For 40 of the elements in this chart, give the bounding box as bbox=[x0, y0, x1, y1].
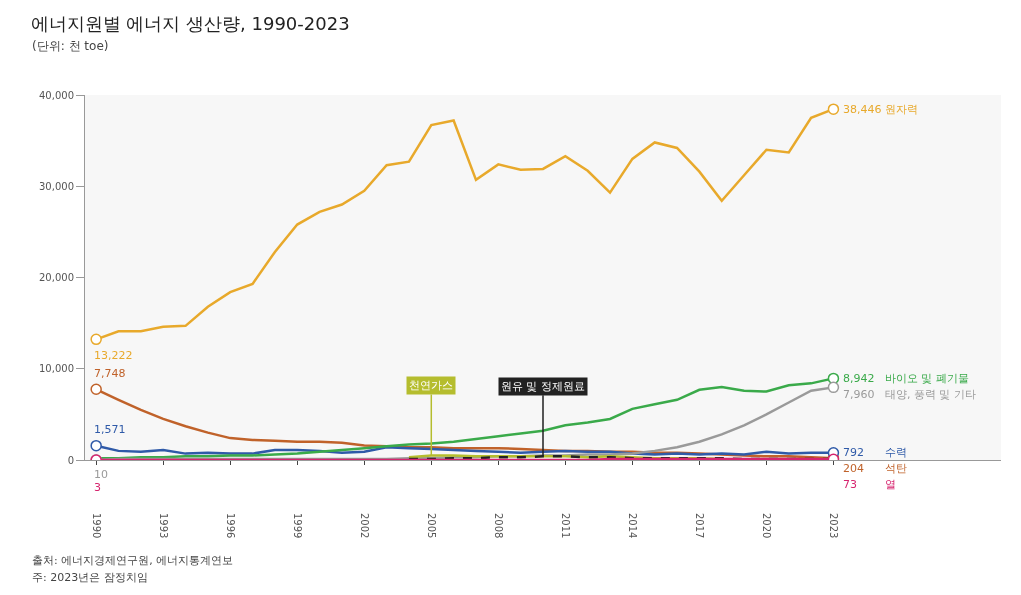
y-tick-label: 40,000 bbox=[39, 89, 74, 101]
x-tick-label: 1993 bbox=[157, 513, 169, 539]
data-label: 792 bbox=[843, 446, 864, 459]
source-note: 출처: 에너지경제연구원, 에너지통계연보 bbox=[32, 554, 234, 567]
data-label: 38,446 bbox=[843, 103, 882, 116]
x-tick-label: 1999 bbox=[291, 513, 303, 539]
x-tick-label: 2008 bbox=[493, 513, 505, 539]
data-label: 73 bbox=[843, 478, 857, 491]
text: 원자력 bbox=[885, 103, 918, 116]
text: 천연가스 bbox=[409, 379, 453, 392]
chart-subtitle: (단위: 천 toe) bbox=[32, 39, 109, 53]
text: 석탄 bbox=[885, 462, 907, 475]
data-label: 3 bbox=[94, 481, 101, 494]
data-label: 1,571 bbox=[94, 423, 126, 436]
text: 열 bbox=[885, 478, 896, 491]
data-label: 8,942 bbox=[843, 372, 875, 385]
y-tick-label: 10,000 bbox=[39, 363, 74, 375]
text: 태양, 풍력 및 기타 bbox=[885, 388, 976, 401]
data-label: 7,960 bbox=[843, 388, 875, 401]
text: 수력 bbox=[885, 446, 907, 459]
x-tick-label: 1996 bbox=[224, 513, 236, 539]
text: 바이오 및 폐기물 bbox=[885, 372, 969, 385]
chart-title: 에너지원별 에너지 생산량, 1990-2023 bbox=[30, 13, 350, 35]
text: 주: 2023년은 잠정치임 bbox=[32, 571, 148, 584]
x-tick-label: 2023 bbox=[828, 513, 840, 539]
text: 원유 및 정제원료 bbox=[501, 380, 585, 393]
data-label: 7,748 bbox=[94, 367, 126, 380]
x-tick-label: 2005 bbox=[426, 513, 438, 539]
data-label: 13,222 bbox=[94, 349, 133, 362]
x-tick-label: 2011 bbox=[560, 513, 572, 539]
x-tick-label: 2002 bbox=[359, 513, 371, 539]
data-label: 204 bbox=[843, 462, 864, 475]
x-tick-label: 2020 bbox=[761, 513, 773, 539]
y-tick-label: 20,000 bbox=[39, 272, 74, 283]
x-tick-label: 2017 bbox=[694, 513, 706, 539]
y-tick-label: 30,000 bbox=[39, 180, 74, 192]
x-tick-label: 2014 bbox=[627, 513, 639, 539]
x-tick-label: 1990 bbox=[90, 513, 102, 539]
y-tick-label: 0 bbox=[67, 454, 74, 466]
data-label: 10 bbox=[94, 468, 108, 481]
